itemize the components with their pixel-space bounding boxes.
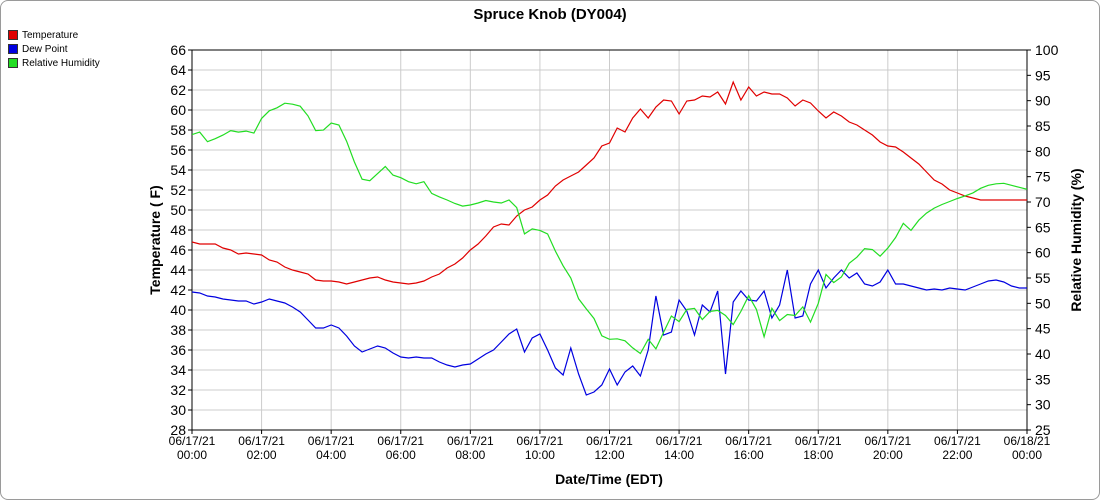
plot-border: [191, 49, 1028, 431]
legend-label-temperature: Temperature: [22, 29, 79, 41]
legend-item-dew-point[interactable]: Dew Point: [8, 42, 100, 56]
x-tick-label-time: 10:00: [525, 448, 555, 462]
y-left-tick-label: 58: [170, 122, 186, 138]
y-axis-left-title: Temperature ( F): [147, 185, 163, 294]
x-tick-label-date: 06/17/21: [377, 434, 424, 448]
y-left-tick-label: 60: [170, 102, 186, 118]
y-left-tick-label: 56: [170, 142, 186, 158]
legend-swatch-relative-humidity: [8, 58, 18, 68]
x-tick-label-date: 06/17/21: [308, 434, 355, 448]
y-right-tick-label: 75: [1035, 169, 1051, 185]
y-left-tick-label: 36: [170, 342, 186, 358]
x-tick-label-date: 06/17/21: [795, 434, 842, 448]
series-line-temperature: [192, 80, 1027, 285]
x-tick-label-time: 12:00: [594, 448, 624, 462]
y-left-tick-label: 30: [170, 402, 186, 418]
series-line-relative-humidity: [192, 102, 1027, 355]
x-tick-label-date: 06/17/21: [169, 434, 216, 448]
x-tick-label-time: 04:00: [316, 448, 346, 462]
x-tick-label-date: 06/18/21: [1004, 434, 1051, 448]
y-left-tick-label: 28: [170, 422, 186, 438]
y-left-tick-label: 54: [170, 162, 186, 178]
y-right-tick-label: 85: [1035, 118, 1051, 134]
y-right-tick-label: 60: [1035, 245, 1051, 261]
y-right-tick-label: 95: [1035, 67, 1051, 83]
y-left-tick-label: 64: [170, 62, 186, 78]
x-tick-label-date: 06/17/21: [517, 434, 564, 448]
x-tick-label-date: 06/17/21: [725, 434, 772, 448]
x-tick-label-date: 06/17/21: [238, 434, 285, 448]
x-tick-label-time: 00:00: [177, 448, 207, 462]
x-tick-label-time: 06:00: [386, 448, 416, 462]
y-right-tick-label: 45: [1035, 321, 1051, 337]
y-right-tick-label: 80: [1035, 143, 1051, 159]
legend-swatch-temperature: [8, 30, 18, 40]
y-right-tick-label: 55: [1035, 270, 1051, 286]
y-right-tick-label: 100: [1035, 42, 1059, 58]
y-right-tick-label: 90: [1035, 93, 1051, 109]
y-left-tick-label: 42: [170, 282, 186, 298]
x-tick-label-date: 06/17/21: [934, 434, 981, 448]
x-tick-label-time: 16:00: [734, 448, 764, 462]
y-right-tick-label: 50: [1035, 295, 1051, 311]
x-tick-label-time: 08:00: [455, 448, 485, 462]
y-left-tick-label: 62: [170, 82, 186, 98]
x-tick-label-date: 06/17/21: [586, 434, 633, 448]
y-right-tick-label: 35: [1035, 371, 1051, 387]
legend: Temperature Dew Point Relative Humidity: [8, 28, 100, 70]
x-tick-label-date: 06/17/21: [447, 434, 494, 448]
x-tick-label-date: 06/17/21: [864, 434, 911, 448]
x-tick-label-time: 18:00: [803, 448, 833, 462]
legend-swatch-dew-point: [8, 44, 18, 54]
y-left-tick-label: 44: [170, 262, 186, 278]
legend-item-temperature[interactable]: Temperature: [8, 28, 100, 42]
x-tick-label-time: 22:00: [942, 448, 972, 462]
y-left-tick-label: 34: [170, 362, 186, 378]
x-tick-label-time: 00:00: [1012, 448, 1042, 462]
y-right-tick-label: 30: [1035, 397, 1051, 413]
x-tick-label-time: 02:00: [247, 448, 277, 462]
y-left-tick-label: 66: [170, 42, 186, 58]
y-left-tick-label: 50: [170, 202, 186, 218]
y-right-tick-label: 25: [1035, 422, 1051, 438]
y-right-tick-label: 40: [1035, 346, 1051, 362]
chart-title: Spruce Knob (DY004): [473, 6, 626, 23]
x-tick-label-time: 14:00: [664, 448, 694, 462]
legend-label-dew-point: Dew Point: [22, 43, 68, 55]
y-left-tick-label: 40: [170, 302, 186, 318]
y-left-tick-label: 52: [170, 182, 186, 198]
legend-item-relative-humidity[interactable]: Relative Humidity: [8, 56, 100, 70]
y-left-tick-label: 38: [170, 322, 186, 338]
y-left-tick-label: 32: [170, 382, 186, 398]
y-right-tick-label: 70: [1035, 194, 1051, 210]
y-right-tick-label: 65: [1035, 219, 1051, 235]
plot-layer: 28 30 32 34 36 38 40 42 44 46 48 50 52 54 56 58 60 62 64 66…: [169, 42, 1059, 462]
x-axis-title: Date/Time (EDT): [555, 471, 663, 487]
series-line-dew-point: [192, 268, 1027, 396]
y-left-tick-label: 46: [170, 242, 186, 258]
x-tick-label-date: 06/17/21: [656, 434, 703, 448]
legend-label-relative-humidity: Relative Humidity: [22, 57, 100, 69]
x-tick-label-time: 20:00: [873, 448, 903, 462]
y-left-tick-label: 48: [170, 222, 186, 238]
y-axis-right-title: Relative Humidity (%): [1068, 168, 1084, 311]
